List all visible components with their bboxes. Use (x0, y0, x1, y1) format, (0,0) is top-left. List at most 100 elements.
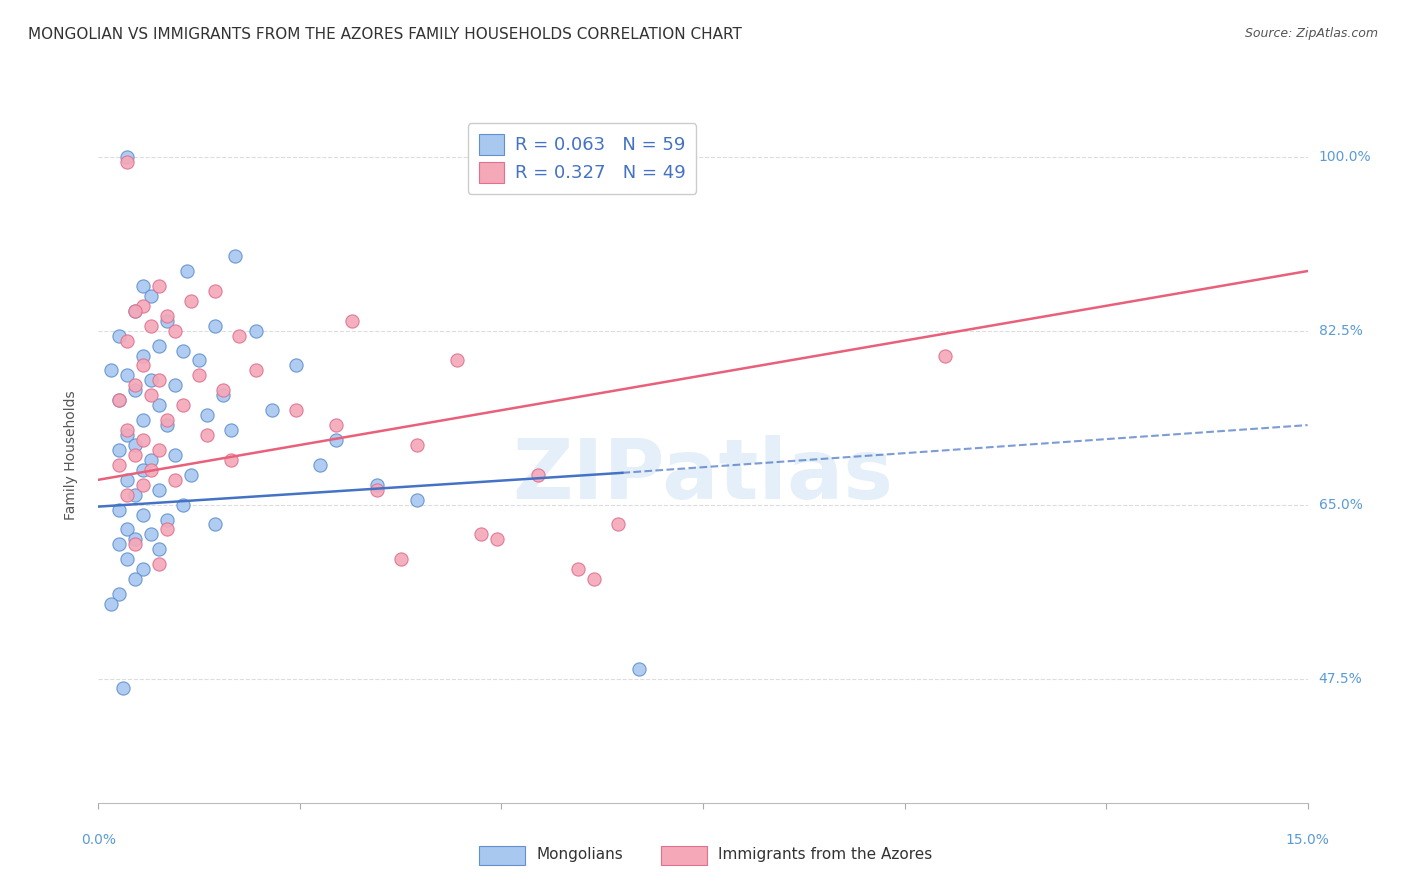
Text: 65.0%: 65.0% (1319, 498, 1362, 512)
Point (139, 463, 162, 477)
Point (156, 523, 179, 537)
Point (124, 537, 146, 551)
Point (107, 393, 129, 408)
Point (124, 384, 146, 398)
Text: Immigrants from the Azores: Immigrants from the Azores (717, 847, 932, 863)
Point (195, 428, 218, 442)
Text: ZIPatlas: ZIPatlas (513, 435, 893, 516)
Point (934, 349, 956, 363)
Point (132, 413, 155, 427)
Point (132, 349, 155, 363)
Point (180, 293, 202, 308)
Point (148, 279, 170, 293)
Point (132, 279, 155, 293)
Point (139, 373, 162, 387)
Point (163, 473, 186, 487)
Point (486, 533, 509, 547)
Point (139, 453, 162, 467)
Point (163, 448, 186, 462)
Point (124, 572, 146, 586)
Point (260, 403, 283, 417)
Point (156, 418, 179, 433)
Point (607, 517, 630, 532)
Point (446, 353, 468, 368)
Point (115, 523, 138, 537)
Point (389, 552, 412, 566)
Point (172, 398, 194, 412)
Text: 0.0%: 0.0% (82, 833, 115, 847)
Point (204, 318, 226, 333)
Point (204, 284, 226, 298)
Point (115, 368, 138, 383)
Point (212, 384, 235, 398)
Point (132, 562, 155, 576)
Point (132, 508, 155, 522)
Point (405, 438, 427, 452)
Point (163, 378, 186, 392)
Point (148, 338, 170, 352)
Point (366, 477, 388, 491)
Text: Source: ZipAtlas.com: Source: ZipAtlas.com (1244, 27, 1378, 40)
Point (526, 467, 548, 482)
Point (156, 413, 179, 427)
Text: 82.5%: 82.5% (1319, 324, 1362, 338)
Point (148, 398, 170, 412)
Point (172, 343, 194, 358)
Point (107, 502, 129, 516)
Bar (479, 846, 526, 865)
Point (139, 527, 162, 541)
Point (172, 498, 194, 512)
Point (366, 483, 388, 497)
Point (156, 309, 179, 323)
Point (284, 359, 307, 373)
Point (325, 433, 347, 447)
Point (163, 324, 186, 338)
Point (221, 423, 243, 437)
Point (221, 453, 243, 467)
Point (139, 289, 162, 303)
Text: 100.0%: 100.0% (1319, 150, 1371, 164)
Point (124, 448, 146, 462)
Point (405, 492, 427, 507)
Point (148, 558, 170, 572)
Text: MONGOLIAN VS IMMIGRANTS FROM THE AZORES FAMILY HOUSEHOLDS CORRELATION CHART: MONGOLIAN VS IMMIGRANTS FROM THE AZORES … (28, 27, 742, 42)
Point (124, 488, 146, 502)
Point (188, 368, 211, 383)
Bar (661, 846, 707, 865)
Point (188, 353, 211, 368)
Point (107, 328, 129, 343)
Point (180, 467, 202, 482)
Point (107, 537, 129, 551)
Point (224, 249, 246, 263)
Point (148, 542, 170, 557)
Point (115, 334, 138, 348)
Point (204, 517, 226, 532)
Point (342, 314, 364, 328)
Text: Mongolians: Mongolians (536, 847, 623, 863)
Point (148, 483, 170, 497)
Point (115, 488, 138, 502)
Point (139, 318, 162, 333)
Point (115, 473, 138, 487)
Text: 47.5%: 47.5% (1319, 672, 1362, 686)
Point (627, 662, 650, 676)
Point (284, 403, 307, 417)
Y-axis label: Family Households: Family Households (63, 390, 77, 520)
Point (124, 303, 146, 318)
Point (132, 359, 155, 373)
Legend: R = 0.063   N = 59, R = 0.327   N = 49: R = 0.063 N = 59, R = 0.327 N = 49 (468, 123, 696, 194)
Text: 15.0%: 15.0% (1285, 833, 1330, 847)
Point (111, 681, 134, 696)
Point (132, 433, 155, 447)
Point (176, 264, 198, 278)
Point (156, 512, 179, 526)
Point (100, 597, 122, 611)
Point (139, 388, 162, 402)
Point (107, 458, 129, 472)
Point (124, 533, 146, 547)
Point (132, 299, 155, 313)
Point (115, 552, 138, 566)
Point (156, 314, 179, 328)
Point (583, 572, 606, 586)
Point (107, 587, 129, 601)
